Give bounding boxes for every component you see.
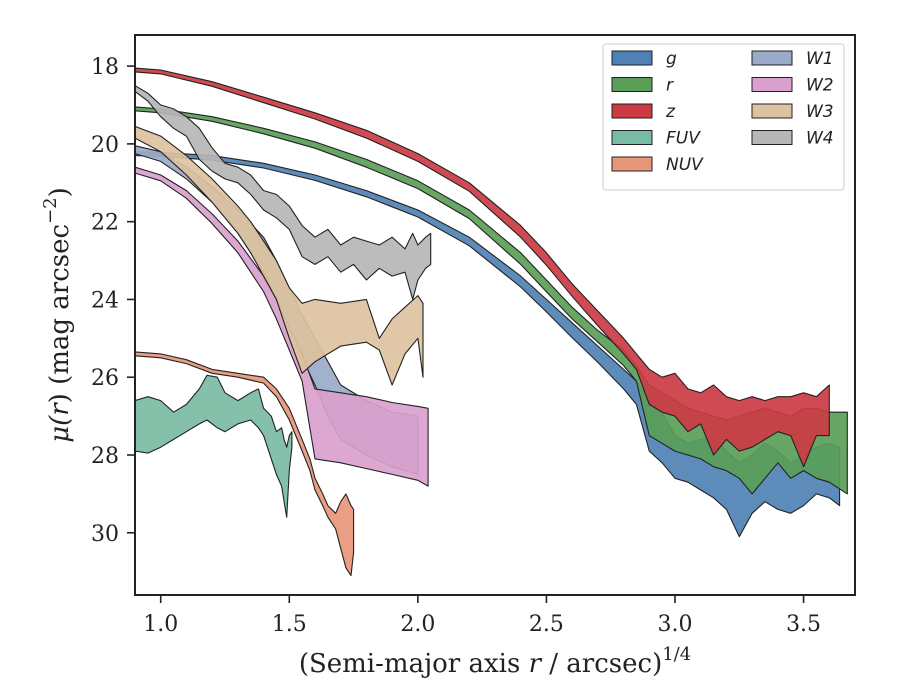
band-area-w3 xyxy=(135,125,424,386)
x-axis-ticks: 1.0 1.5 2.0 2.5 3.0 3.5 xyxy=(143,595,821,637)
y-tick-label: 30 xyxy=(91,522,119,547)
x-tick-label: 2.0 xyxy=(400,612,435,637)
x-tick-label: 3.5 xyxy=(786,612,821,637)
x-axis-label: (Semi-major axis r / arcsec)1/4 xyxy=(299,644,691,679)
legend-label-fuv: FUV xyxy=(666,129,701,149)
y-tick-label: 24 xyxy=(91,288,119,313)
legend-swatch-fuv xyxy=(611,130,653,145)
y-tick-label: 20 xyxy=(91,133,119,158)
legend-swatch-r xyxy=(611,77,653,92)
legend-swatch-nuv xyxy=(611,156,653,172)
band-areas xyxy=(135,67,848,577)
band-area-nuv xyxy=(135,351,355,577)
legend-swatch-z xyxy=(611,103,653,119)
y-tick-label: 22 xyxy=(91,211,119,236)
y-axis-ticks: 18 20 22 24 26 28 30 xyxy=(91,55,135,547)
x-tick-label: 2.5 xyxy=(529,612,564,637)
band-area-fuv xyxy=(135,374,293,518)
legend-swatch-w2 xyxy=(751,77,793,92)
plot-frame xyxy=(134,34,856,596)
legend-label-w4: W4 xyxy=(806,129,834,149)
x-tick-label: 1.5 xyxy=(272,612,307,637)
legend: grz FUV NUV W1 W2 W3 W4 xyxy=(602,43,845,191)
legend-label-w3: W3 xyxy=(806,102,834,122)
legend-label-z: z xyxy=(665,102,676,122)
legend-swatch-g xyxy=(611,50,653,66)
y-axis-label: μ(r) (mag arcsec−2) xyxy=(40,187,75,443)
legend-label-w2: W2 xyxy=(806,76,834,96)
legend-label-g: g xyxy=(666,49,677,69)
legend-label-w1: W1 xyxy=(806,49,834,69)
legend-swatch-w4 xyxy=(751,130,793,145)
y-tick-label: 28 xyxy=(91,444,119,469)
y-tick-label: 18 xyxy=(91,55,119,80)
y-tick-label: 26 xyxy=(91,366,119,391)
legend-swatch-w1 xyxy=(751,50,793,66)
x-tick-label: 3.0 xyxy=(658,612,693,637)
band-area-z xyxy=(135,67,830,468)
legend-swatch-w3 xyxy=(751,103,793,119)
legend-label-nuv: NUV xyxy=(666,155,704,175)
band-area-w4 xyxy=(135,85,432,300)
x-tick-label: 1.0 xyxy=(143,612,178,637)
legend-label-r: r xyxy=(666,76,674,96)
